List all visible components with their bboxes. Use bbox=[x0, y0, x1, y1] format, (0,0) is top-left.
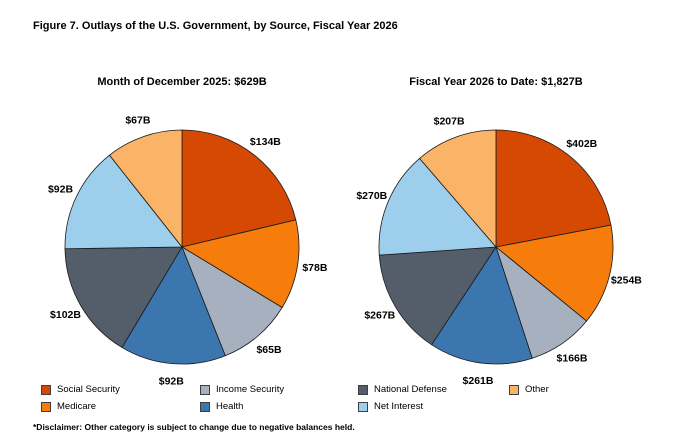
left-pie-title: Month of December 2025: $629B bbox=[97, 76, 267, 88]
pie-value-label: $207B bbox=[434, 115, 465, 127]
pie-slice-health-ytd bbox=[431, 246, 533, 365]
pie-slice-social-security-month bbox=[181, 129, 297, 248]
right-pie-title: Fiscal Year 2026 to Date: $1,827B bbox=[409, 76, 583, 88]
pie-value-label: $166B bbox=[557, 353, 588, 365]
pie-slice-other-month bbox=[108, 129, 183, 249]
pie-value-label: $102B bbox=[50, 309, 81, 321]
pie-value-label: $78B bbox=[302, 262, 328, 274]
pie-value-label: $267B bbox=[364, 309, 395, 321]
pie-slice-medicare-ytd bbox=[495, 224, 614, 322]
pie-value-label: $92B bbox=[159, 376, 185, 388]
pie-slice-income-security-month bbox=[181, 246, 283, 357]
pie-value-label: $134B bbox=[250, 136, 281, 148]
pie-value-label: $270B bbox=[356, 190, 387, 202]
pie-slice-national-defense-ytd bbox=[378, 246, 497, 346]
pie-slice-health-month bbox=[121, 246, 226, 365]
pie-value-label: $402B bbox=[566, 138, 597, 150]
pie-slice-other-ytd bbox=[419, 129, 497, 249]
pie-slice-national-defense-month bbox=[64, 246, 183, 348]
pie-slice-net-interest-month bbox=[64, 154, 183, 250]
pie-value-label: $254B bbox=[611, 275, 642, 287]
pie-value-label: $92B bbox=[48, 184, 74, 196]
pie-value-label: $67B bbox=[125, 114, 151, 126]
pie-slice-net-interest-ytd bbox=[378, 157, 497, 256]
pie-value-label: $261B bbox=[463, 375, 494, 387]
pie-value-label: $65B bbox=[256, 344, 282, 356]
figure-title: Figure 7. Outlays of the U.S. Government… bbox=[33, 20, 398, 32]
pie-slice-medicare-month bbox=[180, 219, 300, 309]
disclaimer-footnote: *Disclaimer: Other category is subject t… bbox=[33, 422, 355, 432]
pie-slice-social-security-ytd bbox=[495, 129, 612, 248]
